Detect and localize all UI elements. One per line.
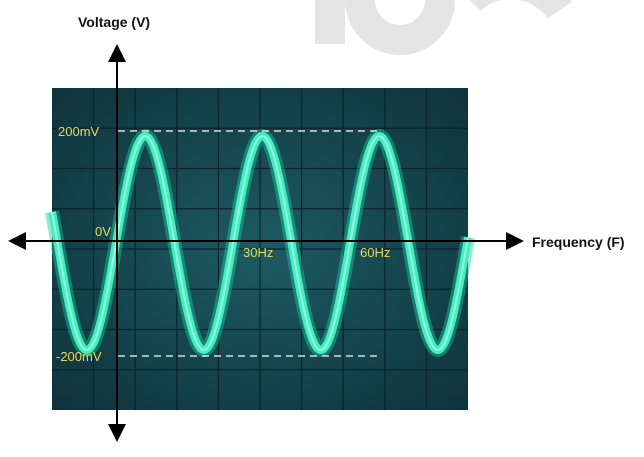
x-axis-title: Frequency (F) bbox=[532, 234, 625, 250]
label-30hz: 30Hz bbox=[243, 245, 273, 260]
diagram: Voltage (V) Frequency (F) 200mV 0V -200m… bbox=[0, 0, 644, 457]
arrow-left bbox=[8, 232, 26, 250]
watermark bbox=[330, 0, 560, 44]
arrow-down bbox=[108, 424, 126, 442]
label-60hz: 60Hz bbox=[360, 245, 390, 260]
arrow-right bbox=[506, 232, 524, 250]
label-200mv: 200mV bbox=[58, 124, 100, 139]
label-neg-200mv: -200mV bbox=[56, 349, 102, 364]
arrow-up bbox=[108, 44, 126, 62]
y-axis-title: Voltage (V) bbox=[78, 14, 150, 30]
label-0v: 0V bbox=[95, 224, 111, 239]
